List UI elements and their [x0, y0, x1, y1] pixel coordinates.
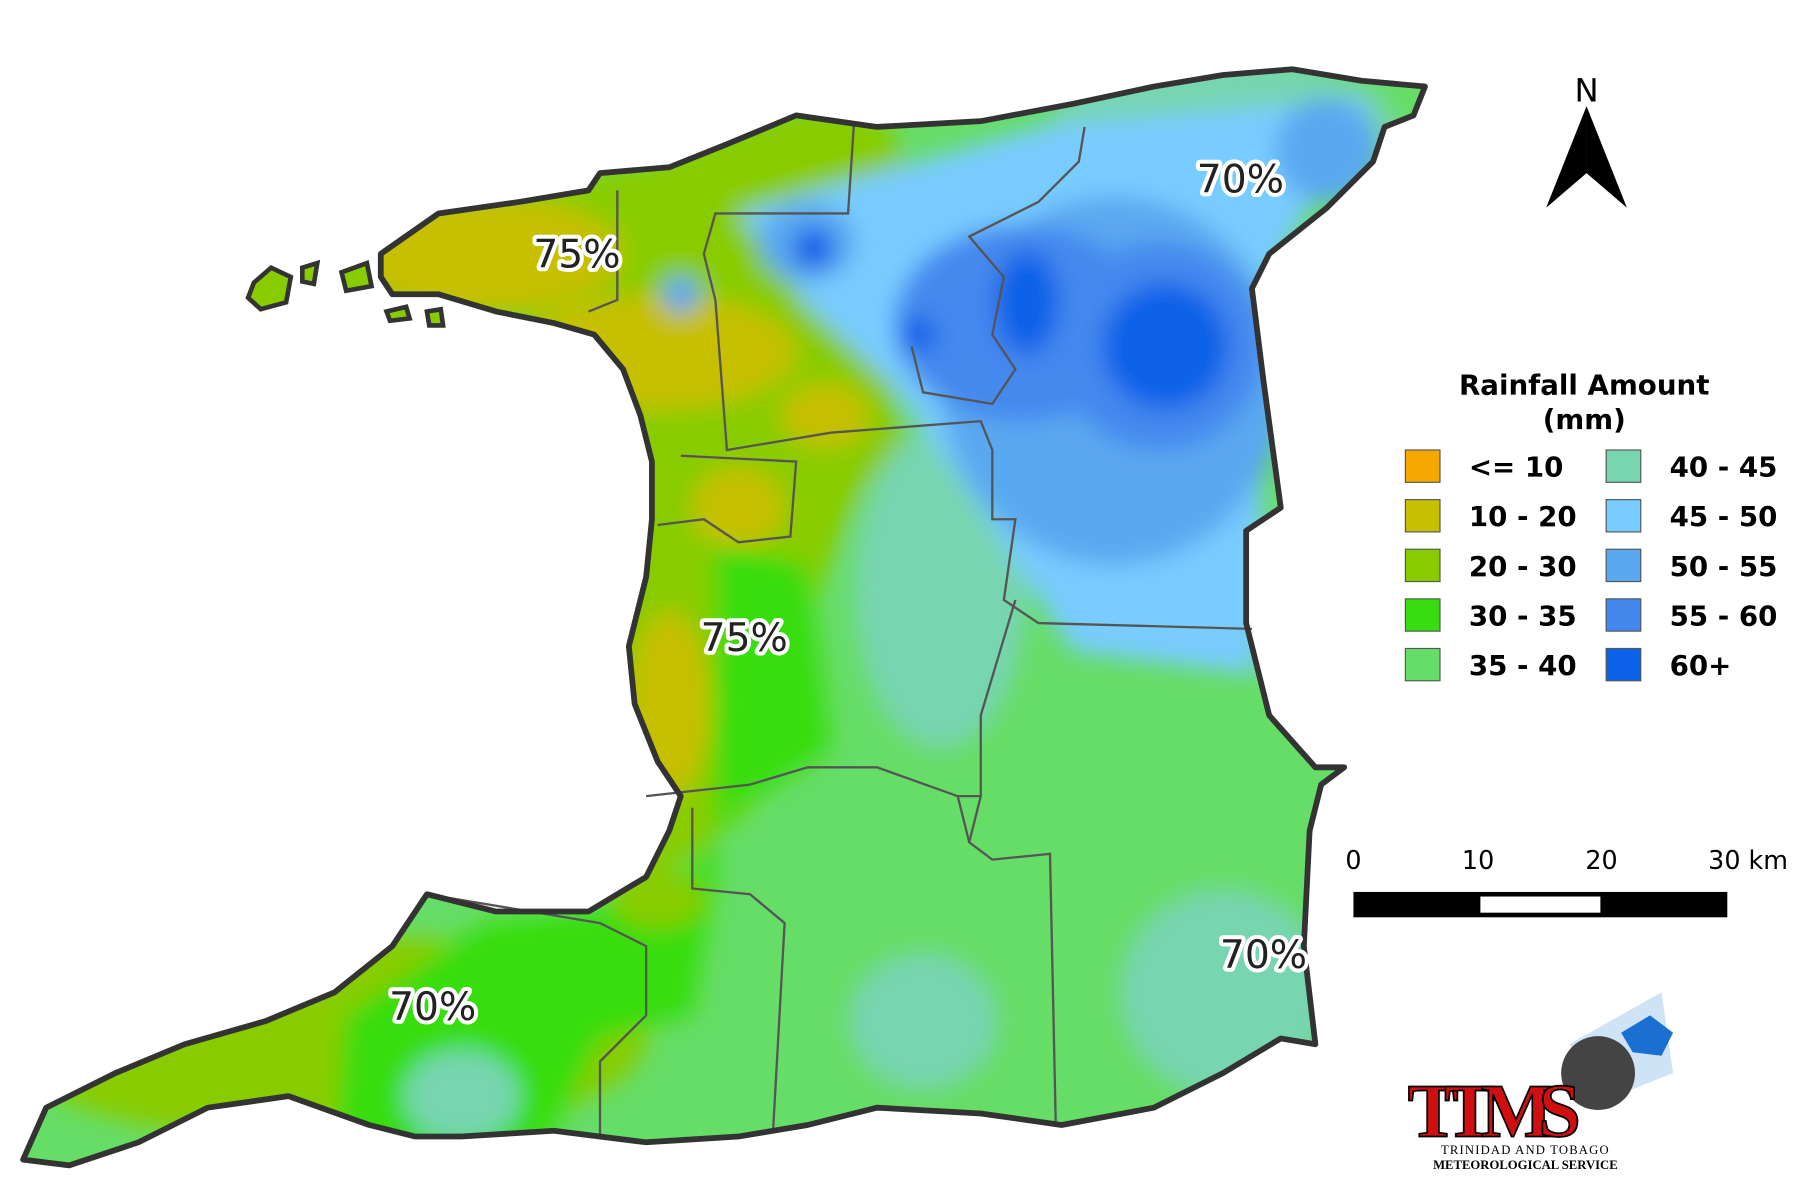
- legend-label: 35 - 40: [1469, 649, 1577, 682]
- percent-label: 70%: [1220, 933, 1307, 978]
- zone: [334, 542, 831, 1154]
- legend-label: 55 - 60: [1670, 599, 1778, 632]
- zone: [1275, 98, 1379, 202]
- legend-swatch: [1404, 598, 1441, 632]
- percent-label: 70%: [389, 985, 476, 1030]
- zone: [662, 275, 700, 313]
- zones: [23, 69, 1397, 1154]
- north-label: N: [1574, 72, 1598, 110]
- region-boundaries: [426, 124, 1252, 1137]
- zone: [403, 1050, 520, 1143]
- legend-swatch: [1404, 449, 1441, 483]
- legend-swatch: [1605, 499, 1642, 533]
- zone: [1119, 888, 1327, 1097]
- legend-title: (mm): [1543, 403, 1626, 436]
- islands: [245, 259, 446, 328]
- legend-label: 20 - 30: [1469, 550, 1577, 583]
- logo-name: TTMS: [1408, 1070, 1581, 1154]
- zone: [848, 951, 999, 1091]
- north-arrow: N: [1546, 72, 1627, 208]
- legend-title: Rainfall Amount: [1459, 369, 1710, 402]
- logo: TTMS TRINIDAD AND TOBAGO METEOROLOGICAL …: [1407, 992, 1674, 1172]
- zone: [773, 103, 889, 174]
- zone: [898, 316, 936, 354]
- scale-label: 10: [1462, 845, 1494, 875]
- legend-swatch: [1605, 548, 1642, 583]
- zone: [692, 467, 785, 549]
- logo-dish: [1561, 1036, 1635, 1110]
- legend-swatch: [1605, 598, 1642, 632]
- scale-bar: 0 10 20 30 km: [1345, 845, 1788, 918]
- logo-line2: METEOROLOGICAL SERVICE: [1433, 1158, 1618, 1172]
- legend-label: <= 10: [1469, 451, 1564, 484]
- legend-swatch: [1605, 647, 1642, 682]
- legend-swatch: [1404, 499, 1441, 533]
- arrow-left: [1546, 106, 1587, 208]
- legend-label: 60+: [1670, 649, 1732, 682]
- arrow-right: [1586, 106, 1627, 208]
- legend-swatch: [1404, 647, 1441, 682]
- zone: [628, 611, 710, 797]
- legend-swatch: [1605, 449, 1642, 483]
- zone: [1101, 282, 1229, 410]
- legend-label: 40 - 45: [1670, 451, 1778, 484]
- percent-label: 75%: [533, 233, 620, 278]
- legend-swatch: [1404, 548, 1441, 583]
- zone: [611, 871, 704, 929]
- scale-bar-white: [1480, 896, 1601, 913]
- scale-label: 0: [1345, 845, 1361, 875]
- legend: Rainfall Amount (mm) <= 10 10 - 20 20 - 30…: [1404, 369, 1778, 682]
- percent-labels: 75% 75% 70% 70% 70%: [385, 154, 1311, 1034]
- percent-label: 70%: [1197, 158, 1284, 203]
- logo-island: [1621, 1015, 1674, 1056]
- zone: [994, 250, 1060, 355]
- percent-label: 75%: [701, 616, 788, 661]
- scale-label: 30 km: [1708, 845, 1788, 875]
- logo-line1: TRINIDAD AND TOBAGO: [1441, 1143, 1610, 1157]
- legend-label: 30 - 35: [1469, 599, 1577, 632]
- zone: [792, 227, 835, 269]
- legend-label: 10 - 20: [1469, 500, 1577, 533]
- scale-label: 20: [1585, 845, 1617, 875]
- zone: [519, 294, 797, 410]
- legend-label: 50 - 55: [1670, 550, 1778, 583]
- legend-label: 45 - 50: [1670, 500, 1778, 533]
